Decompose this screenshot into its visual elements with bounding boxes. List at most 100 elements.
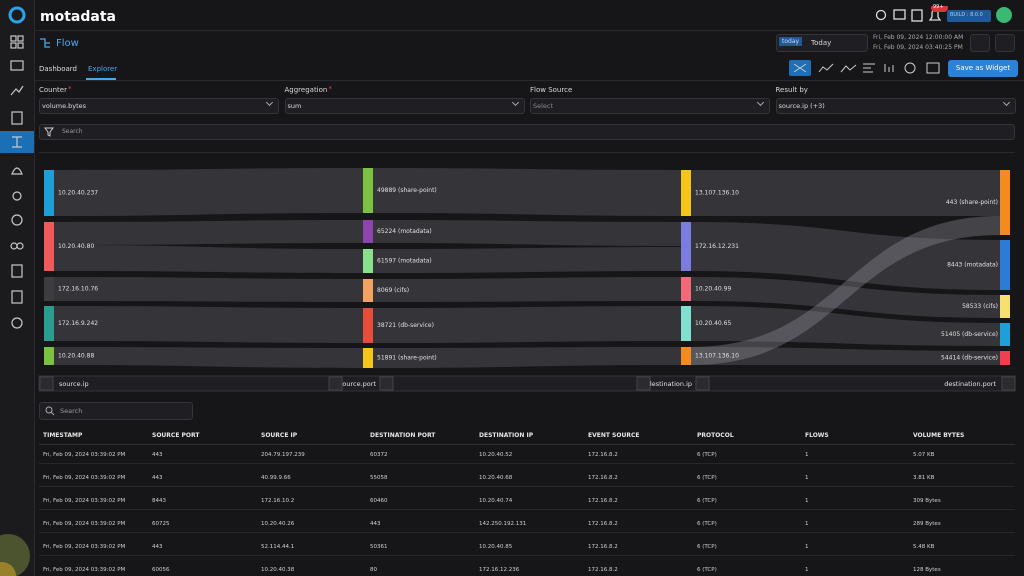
table-cell: 443 [152, 475, 163, 481]
table-cell: 80 [370, 567, 377, 573]
sankey-link [373, 306, 681, 343]
sankey-link [54, 220, 363, 245]
column-nav-button[interactable] [695, 376, 710, 391]
sankey-node-label: 10.20.40.237 [58, 190, 98, 197]
sankey-node [363, 308, 373, 343]
sankey-node [681, 347, 691, 365]
sankey-node-label: 49889 (share-point) [377, 187, 437, 194]
sankey-node-label: 65224 (motadata) [377, 228, 432, 235]
column-header: FLOWS [805, 432, 829, 439]
table-cell: 1 [805, 567, 809, 573]
table-search-placeholder: Search [60, 407, 83, 415]
sankey-link [691, 216, 1000, 365]
sankey-node-label: 51405 (db-service) [941, 331, 998, 338]
sankey-node-label: 13.107.136.10 [695, 353, 739, 360]
column-nav-button[interactable] [1001, 376, 1016, 391]
column-nav-button[interactable] [636, 376, 651, 391]
build-badge: BUILD : 8.0.0 [950, 12, 983, 18]
notification-badge[interactable]: 99+ [933, 4, 944, 10]
table-cell: 60725 [152, 521, 170, 527]
table-cell: 172.16.8.2 [588, 521, 618, 527]
sankey-link [373, 277, 681, 302]
column-header: SOURCE IP [261, 432, 298, 439]
table-cell: 6 (TCP) [697, 544, 717, 550]
sankey-node-label: 172.16.9.242 [58, 320, 98, 327]
top-icons [875, 6, 1012, 23]
filter-value: source.ip (+3) [778, 102, 825, 110]
sankey-node [1000, 351, 1010, 365]
sankey-node [1000, 170, 1010, 235]
sankey-node [363, 348, 373, 368]
sankey-link [691, 277, 1000, 318]
sankey-link [54, 347, 363, 368]
date-chip: today [779, 37, 803, 46]
search-placeholder: Search [62, 128, 83, 135]
required-mark: * [328, 85, 333, 93]
column-header: DESTINATION IP [479, 432, 534, 439]
sankey-node [1000, 295, 1010, 318]
column-header: VOLUME BYTES [913, 432, 965, 439]
table-cell: 6 (TCP) [697, 452, 717, 458]
sankey-node-label: 38721 (db-service) [377, 322, 434, 329]
divider [39, 152, 1015, 153]
search-bar[interactable] [39, 124, 1015, 140]
column-bar [38, 375, 1016, 392]
table-cell: 8443 [152, 498, 166, 504]
sankey-node-label: 51891 (share-point) [377, 355, 437, 362]
column-name: source.ip [59, 380, 89, 388]
sankey-node [44, 347, 54, 365]
table-cell: 142.250.192.131 [479, 521, 527, 527]
sankey-link [54, 306, 363, 343]
tab[interactable]: Dashboard [39, 65, 77, 73]
table-cell: 10.20.40.68 [479, 475, 513, 481]
sankey-node [1000, 323, 1010, 346]
filter-select[interactable] [775, 98, 1016, 114]
table-cell: 1 [805, 475, 809, 481]
sankey-node-label: 172.16.12.231 [695, 243, 739, 250]
tab[interactable]: Explorer [88, 65, 118, 73]
filter-select[interactable] [530, 98, 770, 114]
column-nav-button[interactable] [379, 376, 394, 391]
column-name: destination.port [944, 380, 996, 388]
sankey-link [691, 222, 1000, 290]
table-cell: 289 Bytes [913, 521, 941, 527]
filter-select[interactable] [39, 98, 279, 114]
table-cell: 172.16.8.2 [588, 475, 618, 481]
save-widget-button[interactable]: Save as Widget [948, 60, 1018, 77]
sankey-node-label: 10.20.40.65 [695, 320, 731, 327]
range-to: Fri, Feb 09, 2024 03:40:25 PM [873, 44, 963, 51]
sidebar-icons [0, 6, 34, 576]
sankey-link [373, 347, 681, 368]
search-icon [45, 406, 55, 416]
filter-placeholder: Select [533, 102, 554, 110]
refresh-button[interactable] [970, 34, 990, 52]
table-cell: Fri, Feb 09, 2024 03:39:02 PM [43, 544, 126, 550]
sankey-node [44, 170, 54, 216]
table-cell: 172.16.8.2 [588, 452, 618, 458]
table-cell: 10.20.40.38 [261, 567, 295, 573]
sankey-link [373, 168, 681, 216]
sankey-node [681, 170, 691, 216]
tab-underline [86, 78, 116, 80]
filter-label: Counter [39, 86, 67, 94]
row-divider [39, 555, 1015, 556]
export-button[interactable] [995, 34, 1015, 52]
row-divider [39, 486, 1015, 487]
flow-icon [40, 38, 50, 48]
table-cell: 5.48 KB [913, 544, 935, 550]
filter-label: Result by [775, 86, 808, 94]
column-nav-button[interactable] [328, 376, 343, 391]
logo: motadata [40, 9, 116, 25]
table-cell: 10.20.40.52 [479, 452, 513, 458]
sankey-link [691, 170, 1000, 216]
table-cell: 50361 [370, 544, 388, 550]
table-cell: 128 Bytes [913, 567, 941, 573]
column-name: destination.ip [648, 380, 692, 388]
column-header: SOURCE PORT [152, 432, 200, 439]
table-cell: 172.16.8.2 [588, 544, 618, 550]
column-nav-button[interactable] [39, 376, 54, 391]
sankey-node-label: 443 (share-point) [946, 199, 998, 206]
table-search[interactable] [39, 402, 193, 420]
filter-select[interactable] [284, 98, 525, 114]
sankey-node [363, 168, 373, 213]
